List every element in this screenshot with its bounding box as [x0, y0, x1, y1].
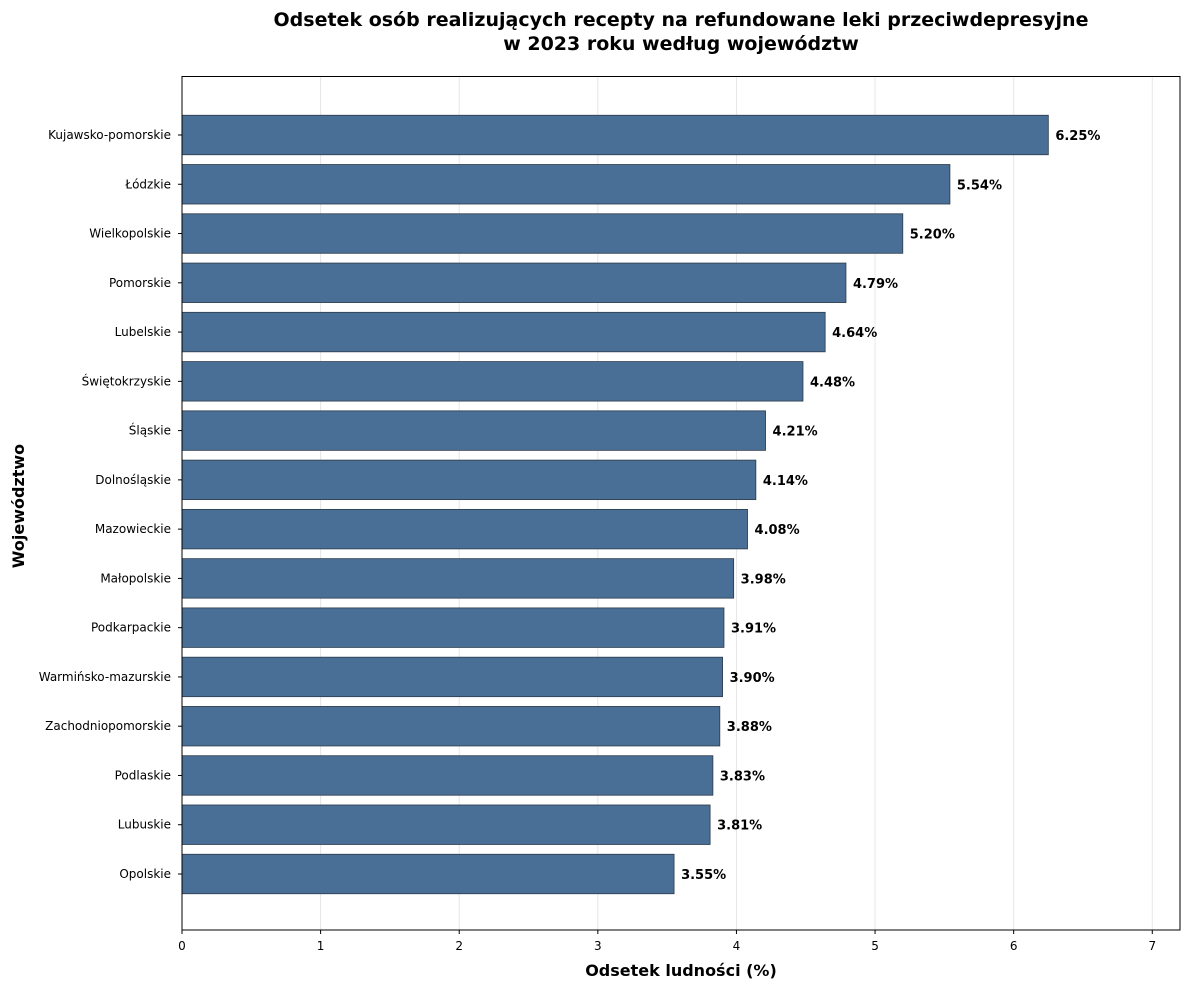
y-tick-label: Lubuskie [118, 818, 171, 832]
bar [181, 706, 721, 747]
data-label: 3.55% [681, 868, 726, 883]
plot-frame [181, 76, 1181, 931]
y-tick-label: Pomorskie [109, 276, 171, 290]
y-tick-labels: Kujawsko-pomorskie Łódzkie Wielkopolskie Po… [39, 128, 182, 881]
data-label: 3.98% [741, 572, 786, 587]
data-label: 5.20% [910, 228, 955, 243]
y-tick-label: Kujawsko-pomorskie [48, 128, 171, 142]
y-tick-label: Łódzkie [124, 177, 171, 191]
x-axis-label: Odsetek ludności (%) [585, 961, 777, 980]
y-tick-label: Wielkopolskie [89, 227, 171, 241]
bar [181, 213, 904, 254]
y-tick-label: Mazowieckie [95, 522, 171, 536]
bar [181, 656, 723, 698]
data-label: 4.14% [763, 474, 808, 489]
y-axis-label: Województwo [9, 444, 28, 568]
bar [181, 262, 847, 303]
y-tick-label: Podlaskie [115, 768, 171, 782]
data-label: 5.54% [957, 178, 1002, 193]
bar [181, 853, 675, 895]
bar [181, 755, 714, 796]
x-tick-label: 6 [1010, 939, 1018, 953]
data-label: 4.64% [832, 326, 877, 341]
x-gridlines [181, 76, 1153, 930]
y-tick-label: Świętokrzyskie [82, 373, 171, 388]
bars [181, 114, 1049, 895]
y-tick-label: Dolnośląskie [95, 473, 171, 487]
y-tick-label: Śląskie [129, 423, 171, 438]
data-label: 3.88% [727, 720, 772, 735]
bar [181, 804, 711, 845]
bar [181, 361, 804, 402]
y-tick-label: Lubelskie [115, 325, 171, 339]
bar [181, 114, 1049, 156]
data-label: 3.90% [730, 671, 775, 686]
x-tick-label: 0 [178, 939, 186, 953]
bar [181, 410, 766, 451]
bar [181, 311, 826, 353]
bar [181, 459, 757, 501]
data-label: 4.21% [773, 425, 818, 440]
x-tick-label: 1 [317, 939, 325, 953]
data-label: 3.83% [720, 769, 765, 784]
data-label: 3.81% [717, 819, 762, 834]
y-tick-label: Warmińsko-mazurskie [39, 670, 171, 684]
bar [181, 508, 748, 550]
data-label: 6.25% [1055, 129, 1100, 144]
data-labels: 6.25% 5.54% 5.20% 4.79% 4.64% 4.48% 4.21% 4.14%… [681, 129, 1100, 883]
data-label: 4.79% [853, 277, 898, 292]
x-tick-label: 7 [1148, 939, 1156, 953]
y-tick-label: Małopolskie [100, 571, 171, 585]
y-tick-label: Opolskie [119, 867, 171, 881]
x-ticks: 0 1 2 3 4 5 6 7 [178, 930, 1156, 953]
x-tick-label: 2 [455, 939, 463, 953]
data-label: 3.91% [731, 622, 776, 637]
y-tick-label: Zachodniopomorskie [45, 719, 171, 733]
x-tick-label: 4 [733, 939, 741, 953]
y-tick-label: Podkarpackie [91, 621, 171, 635]
x-tick-label: 3 [594, 939, 602, 953]
bar [181, 558, 735, 599]
bar [181, 164, 951, 205]
chart-title-line-1: Odsetek osób realizujących recepty na re… [274, 9, 1089, 31]
chart-title-line-2: w 2023 roku według województw [503, 33, 859, 55]
data-label: 4.08% [755, 523, 800, 538]
x-tick-label: 5 [871, 939, 879, 953]
data-label: 4.48% [810, 375, 855, 390]
bar [181, 607, 725, 648]
